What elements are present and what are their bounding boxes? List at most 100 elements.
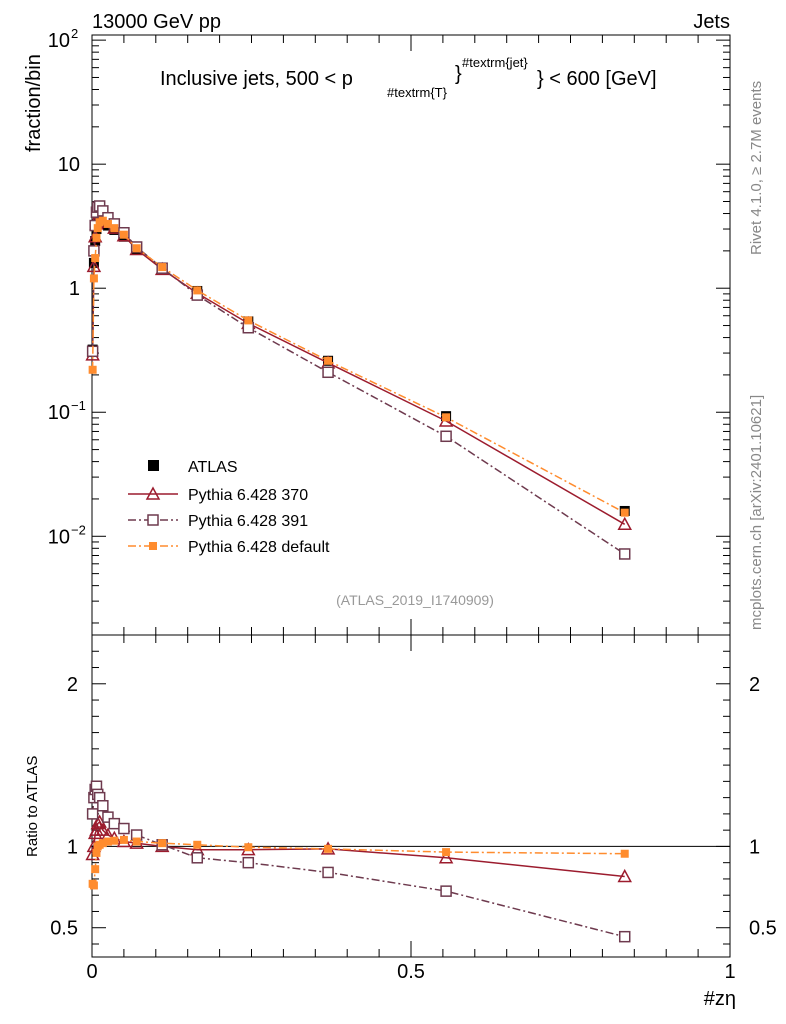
- main-ytick-label: 10: [58, 154, 80, 176]
- xtick-label: 0.5: [397, 961, 425, 983]
- title-tail: } < 600 [GeV]: [537, 68, 657, 90]
- ratio-point-p370: [438, 850, 454, 864]
- ratio-point-p391: [322, 866, 334, 879]
- legend-marker-p370: [145, 486, 161, 500]
- ratio-point-pdef: [91, 865, 100, 874]
- ratio-ytick-label-right: 1: [749, 836, 760, 858]
- ratio-point-pdef: [89, 881, 98, 890]
- ratio-ytick-label-right: 0.5: [749, 918, 777, 940]
- main-point-pdef: [92, 233, 101, 242]
- title-superscript: #textrm{jet}: [462, 55, 528, 70]
- energy-label: 13000 GeV pp: [92, 11, 221, 33]
- main-point-pdef: [244, 316, 253, 325]
- main-point-p391: [322, 366, 334, 379]
- main-point-pdef: [620, 508, 629, 517]
- main-series-pdef: [88, 216, 629, 517]
- main-ytick-exponent: −2: [71, 522, 86, 537]
- legend-entry-p370: Pythia 6.428 370: [128, 486, 308, 504]
- main-point-pdef: [110, 224, 119, 233]
- ratio-point-p391: [618, 930, 631, 943]
- ratio-point-p391: [102, 811, 114, 823]
- ratio-point-pdef: [110, 836, 119, 845]
- ratio-point-p370: [90, 816, 106, 830]
- ratio-point-p370: [617, 868, 632, 883]
- main-ytick-exponent: 2: [71, 26, 78, 41]
- ratio-point-p391: [191, 852, 204, 864]
- ratio-point-pdef: [103, 837, 112, 846]
- rivet-version-label: Rivet 4.1.0, ≥ 2.7M events: [748, 81, 765, 255]
- main-point-pdef: [103, 219, 112, 228]
- main-point-pdef: [132, 244, 141, 253]
- ratio-axis-ticks: 0.5 0.5 1 1 2 2 0 0.5 1: [50, 635, 777, 983]
- plot-title: Inclusive jets, 500 < p #textrm{T} } #te…: [160, 55, 657, 100]
- legend-entry-pdef: Pythia 6.428 default: [128, 539, 330, 556]
- ratio-ytick-label: 2: [67, 674, 78, 696]
- ratio-point-pdef: [620, 849, 629, 858]
- main-ytick-label: 10: [48, 402, 70, 424]
- main-point-pdef: [442, 413, 451, 422]
- legend-label-atlas: ATLAS: [188, 459, 238, 476]
- ratio-point-pdef: [442, 848, 451, 857]
- main-ytick-label: 10: [48, 526, 70, 548]
- ratio-point-pdef: [193, 840, 202, 849]
- main-line-p370: [91, 212, 626, 525]
- process-label: Jets: [693, 11, 730, 33]
- main-line-p391: [91, 204, 626, 555]
- legend-label-p370: Pythia 6.428 370: [188, 487, 308, 504]
- ratio-line-p391: [91, 783, 625, 938]
- main-point-p391: [618, 548, 631, 560]
- ratio-point-p391: [108, 817, 121, 830]
- ratio-point-pdef: [324, 844, 333, 853]
- main-series-atlas: [87, 215, 630, 516]
- legend-entry-p391: Pythia 6.428 391: [128, 513, 308, 530]
- title-subscript: #textrm{T}: [387, 85, 448, 100]
- legend-marker-atlas: [148, 460, 159, 471]
- main-ytick-exponent: −1: [71, 398, 86, 413]
- ratio-point-pdef: [98, 839, 107, 848]
- main-point-pdef: [193, 286, 202, 295]
- main-point-pdef: [91, 254, 100, 263]
- legend-marker-pdef: [149, 542, 157, 550]
- ratio-series-pdef: [88, 835, 629, 890]
- ratio-point-pdef: [132, 837, 141, 846]
- ratio-ytick-label: 0.5: [50, 918, 78, 940]
- main-ytick-label: 10: [48, 30, 70, 52]
- main-point-pdef: [158, 263, 167, 272]
- title-main: Inclusive jets, 500 < p: [160, 68, 353, 90]
- main-ytick-label: 1: [69, 278, 80, 300]
- ratio-series-layer: [85, 780, 632, 943]
- ratio-plot-frame: [91, 634, 731, 958]
- title-brace: }: [455, 63, 462, 85]
- main-point-pdef: [98, 216, 107, 225]
- main-line-pdef: [91, 219, 626, 514]
- ratio-point-p391: [86, 808, 99, 820]
- ratio-ylabel: Ratio to ATLAS: [24, 756, 41, 857]
- ratio-point-pdef: [158, 839, 167, 848]
- main-point-pdef: [89, 274, 98, 283]
- legend-label-pdef: Pythia 6.428 default: [188, 539, 330, 556]
- main-point-p391: [440, 430, 452, 443]
- ratio-point-p391: [440, 885, 452, 897]
- ratio-point-p391: [97, 800, 109, 812]
- ratio-point-p391: [118, 822, 130, 835]
- ratio-point-p370: [95, 822, 111, 836]
- xtick-label: 1: [724, 961, 735, 983]
- ratio-series-p370: [85, 814, 632, 883]
- main-point-pdef: [324, 356, 333, 365]
- legend: ATLAS Pythia 6.428 370 Pythia 6.428 391 …: [128, 459, 330, 556]
- main-series-p370: [85, 205, 632, 531]
- ratio-point-pdef: [92, 848, 101, 857]
- ratio-series-p391: [86, 780, 631, 943]
- xaxis-label: #zη: [704, 988, 736, 1010]
- main-point-pdef: [93, 224, 102, 233]
- ratio-point-pdef: [244, 843, 253, 852]
- xtick-label: 0: [86, 961, 97, 983]
- mcplots-label: mcplots.cern.ch [arXiv:2401.10621]: [748, 395, 765, 630]
- analysis-watermark: (ATLAS_2019_I1740909): [336, 592, 494, 608]
- ratio-point-p391: [242, 856, 255, 869]
- legend-label-p391: Pythia 6.428 391: [188, 513, 308, 530]
- legend-entry-atlas: ATLAS: [148, 459, 238, 476]
- main-series-p391: [86, 200, 631, 560]
- main-point-pdef: [88, 365, 97, 374]
